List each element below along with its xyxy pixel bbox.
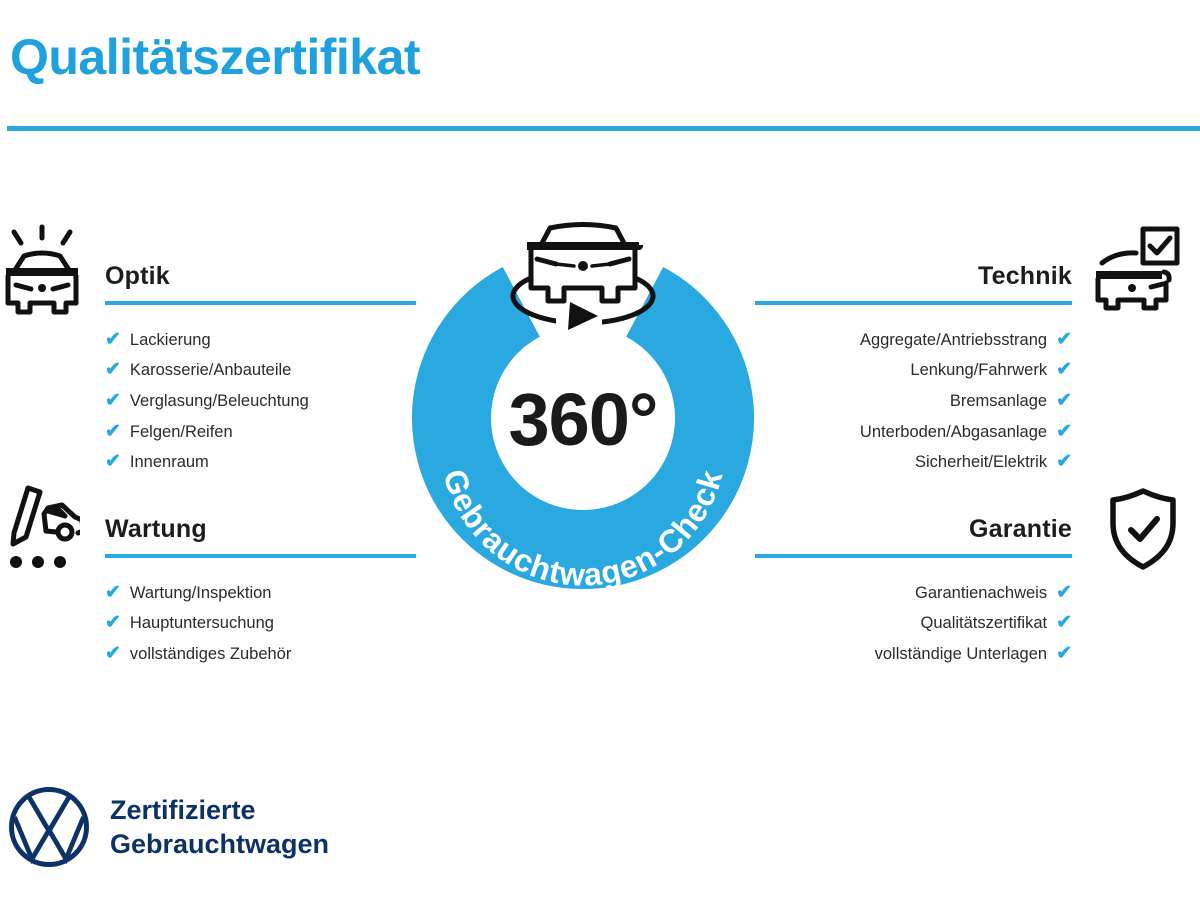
check-icon: ✔ xyxy=(1056,420,1072,442)
check-item: Bremsanlage ✔ xyxy=(755,386,1072,417)
item-label: Garantienachweis xyxy=(915,583,1048,602)
item-label: vollständiges Zubehör xyxy=(129,644,292,663)
check-icon: ✔ xyxy=(1056,451,1072,473)
brand-claim-line1: Zertifizierte xyxy=(110,795,256,825)
shield-check-icon xyxy=(1110,488,1176,570)
section-garantie-heading: Garantie xyxy=(755,515,1072,558)
check-icon: ✔ xyxy=(1056,612,1072,634)
garantie-checklist: Garantienachweis ✔ Qualitätszertifikat ✔ v… xyxy=(755,578,1072,670)
item-label: Lenkung/Fahrwerk xyxy=(910,361,1048,380)
check-item: Qualitätszertifikat ✔ xyxy=(755,609,1072,640)
section-technik-heading: Technik xyxy=(755,262,1072,305)
item-label: vollständige Unterlagen xyxy=(874,644,1048,663)
check-icon: ✔ xyxy=(105,581,121,603)
check-item: Garantienachweis ✔ xyxy=(755,578,1072,609)
check-icon: ✔ xyxy=(1056,581,1072,603)
section-technik: Technik Aggregate/Antriebsstrang ✔ Lenkun… xyxy=(755,262,1072,478)
check-item: ✔ Innenraum xyxy=(105,447,416,478)
360-check-ring: Gebrauchtwagen-Check xyxy=(412,222,754,593)
technik-checklist: Aggregate/Antriebsstrang ✔ Lenkung/Fahrwe… xyxy=(755,325,1072,478)
check-icon: ✔ xyxy=(105,451,121,473)
check-item: ✔ vollständiges Zubehör xyxy=(105,639,416,670)
item-label: Felgen/Reifen xyxy=(129,422,233,441)
check-item: Unterboden/Abgasanlage ✔ xyxy=(755,417,1072,448)
check-item: Lenkung/Fahrwerk ✔ xyxy=(755,356,1072,387)
check-icon: ✔ xyxy=(1056,359,1072,381)
check-icon: ✔ xyxy=(105,328,121,350)
pencil-car-icon xyxy=(10,485,80,568)
check-item: vollständige Unterlagen ✔ xyxy=(755,639,1072,670)
section-garantie: Garantie Garantienachweis ✔ Qualitätszert… xyxy=(755,515,1072,670)
wartung-checklist: ✔ Wartung/Inspektion ✔ Hauptuntersuchung ✔… xyxy=(105,578,416,670)
item-label: Lackierung xyxy=(129,330,211,349)
check-icon: ✔ xyxy=(105,359,121,381)
check-icon: ✔ xyxy=(1056,328,1072,350)
check-icon: ✔ xyxy=(1056,642,1072,664)
check-item: ✔ Verglasung/Beleuchtung xyxy=(105,386,416,417)
check-item: ✔ Hauptuntersuchung xyxy=(105,609,416,640)
shiny-car-icon xyxy=(5,224,79,315)
check-icon: ✔ xyxy=(1056,389,1072,411)
degree-label: 360° xyxy=(508,378,658,461)
check-item: ✔ Lackierung xyxy=(105,325,416,356)
item-label: Hauptuntersuchung xyxy=(129,614,274,633)
item-label: Unterboden/Abgasanlage xyxy=(859,422,1048,441)
brand-claim: Zertifizierte Gebrauchtwagen xyxy=(110,793,329,861)
check-icon: ✔ xyxy=(105,389,121,411)
brand-claim-line2: Gebrauchtwagen xyxy=(110,829,330,859)
item-label: Sicherheit/Elektrik xyxy=(915,453,1048,472)
check-item: ✔ Wartung/Inspektion xyxy=(105,578,416,609)
check-item: ✔ Felgen/Reifen xyxy=(105,417,416,448)
item-label: Bremsanlage xyxy=(949,391,1048,410)
page-title: Qualitätszertifikat xyxy=(10,29,421,85)
section-wartung-heading: Wartung xyxy=(105,515,416,558)
section-optik-heading: Optik xyxy=(105,262,416,305)
item-label: Qualitätszertifikat xyxy=(920,614,1048,633)
item-label: Verglasung/Beleuchtung xyxy=(129,391,309,410)
vw-logo xyxy=(9,787,89,867)
optik-checklist: ✔ Lackierung ✔ Karosserie/Anbauteile ✔ Verg… xyxy=(105,325,416,478)
title-divider xyxy=(7,126,1200,131)
check-icon: ✔ xyxy=(105,642,121,664)
rotating-car-icon xyxy=(510,222,656,336)
item-label: Karosserie/Anbauteile xyxy=(129,361,292,380)
check-item: Sicherheit/Elektrik ✔ xyxy=(755,447,1072,478)
section-wartung: Wartung ✔ Wartung/Inspektion ✔ Hauptunters… xyxy=(105,515,416,670)
item-label: Innenraum xyxy=(129,453,209,472)
section-optik: Optik ✔ Lackierung ✔ Karosserie/Anbauteile… xyxy=(105,262,416,478)
item-label: Aggregate/Antriebsstrang xyxy=(859,330,1048,349)
check-icon: ✔ xyxy=(105,612,121,634)
check-item: Aggregate/Antriebsstrang ✔ xyxy=(755,325,1072,356)
item-label: Wartung/Inspektion xyxy=(129,583,272,602)
check-icon: ✔ xyxy=(105,420,121,442)
car-checkbox-icon xyxy=(1095,226,1180,311)
check-item: ✔ Karosserie/Anbauteile xyxy=(105,356,416,387)
